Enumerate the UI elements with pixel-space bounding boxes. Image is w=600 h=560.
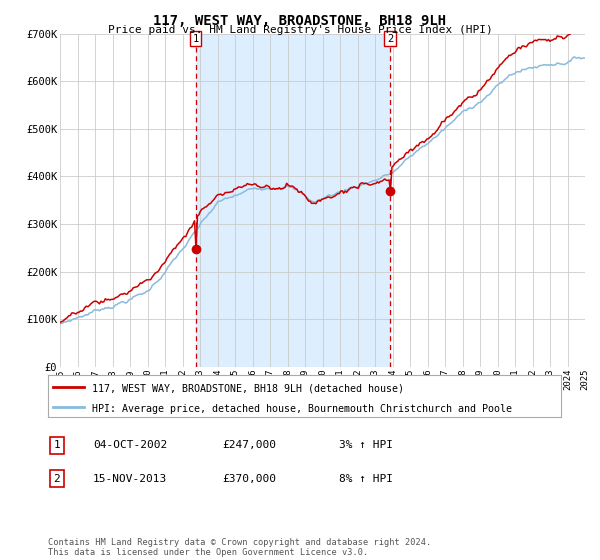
Text: £247,000: £247,000: [222, 440, 276, 450]
Text: £370,000: £370,000: [222, 474, 276, 484]
Text: 04-OCT-2002: 04-OCT-2002: [93, 440, 167, 450]
Text: 15-NOV-2013: 15-NOV-2013: [93, 474, 167, 484]
Text: 1: 1: [193, 34, 199, 44]
Text: 2: 2: [53, 474, 61, 484]
Text: 117, WEST WAY, BROADSTONE, BH18 9LH (detached house): 117, WEST WAY, BROADSTONE, BH18 9LH (det…: [92, 384, 404, 394]
Text: 117, WEST WAY, BROADSTONE, BH18 9LH: 117, WEST WAY, BROADSTONE, BH18 9LH: [154, 14, 446, 28]
Bar: [196, 34, 390, 367]
Text: HPI: Average price, detached house, Bournemouth Christchurch and Poole: HPI: Average price, detached house, Bour…: [92, 404, 512, 414]
Text: 2: 2: [387, 34, 394, 44]
Text: Price paid vs. HM Land Registry's House Price Index (HPI): Price paid vs. HM Land Registry's House …: [107, 25, 493, 35]
Text: 1: 1: [53, 440, 61, 450]
Text: 8% ↑ HPI: 8% ↑ HPI: [339, 474, 393, 484]
Text: 3% ↑ HPI: 3% ↑ HPI: [339, 440, 393, 450]
Text: Contains HM Land Registry data © Crown copyright and database right 2024.
This d: Contains HM Land Registry data © Crown c…: [48, 538, 431, 557]
